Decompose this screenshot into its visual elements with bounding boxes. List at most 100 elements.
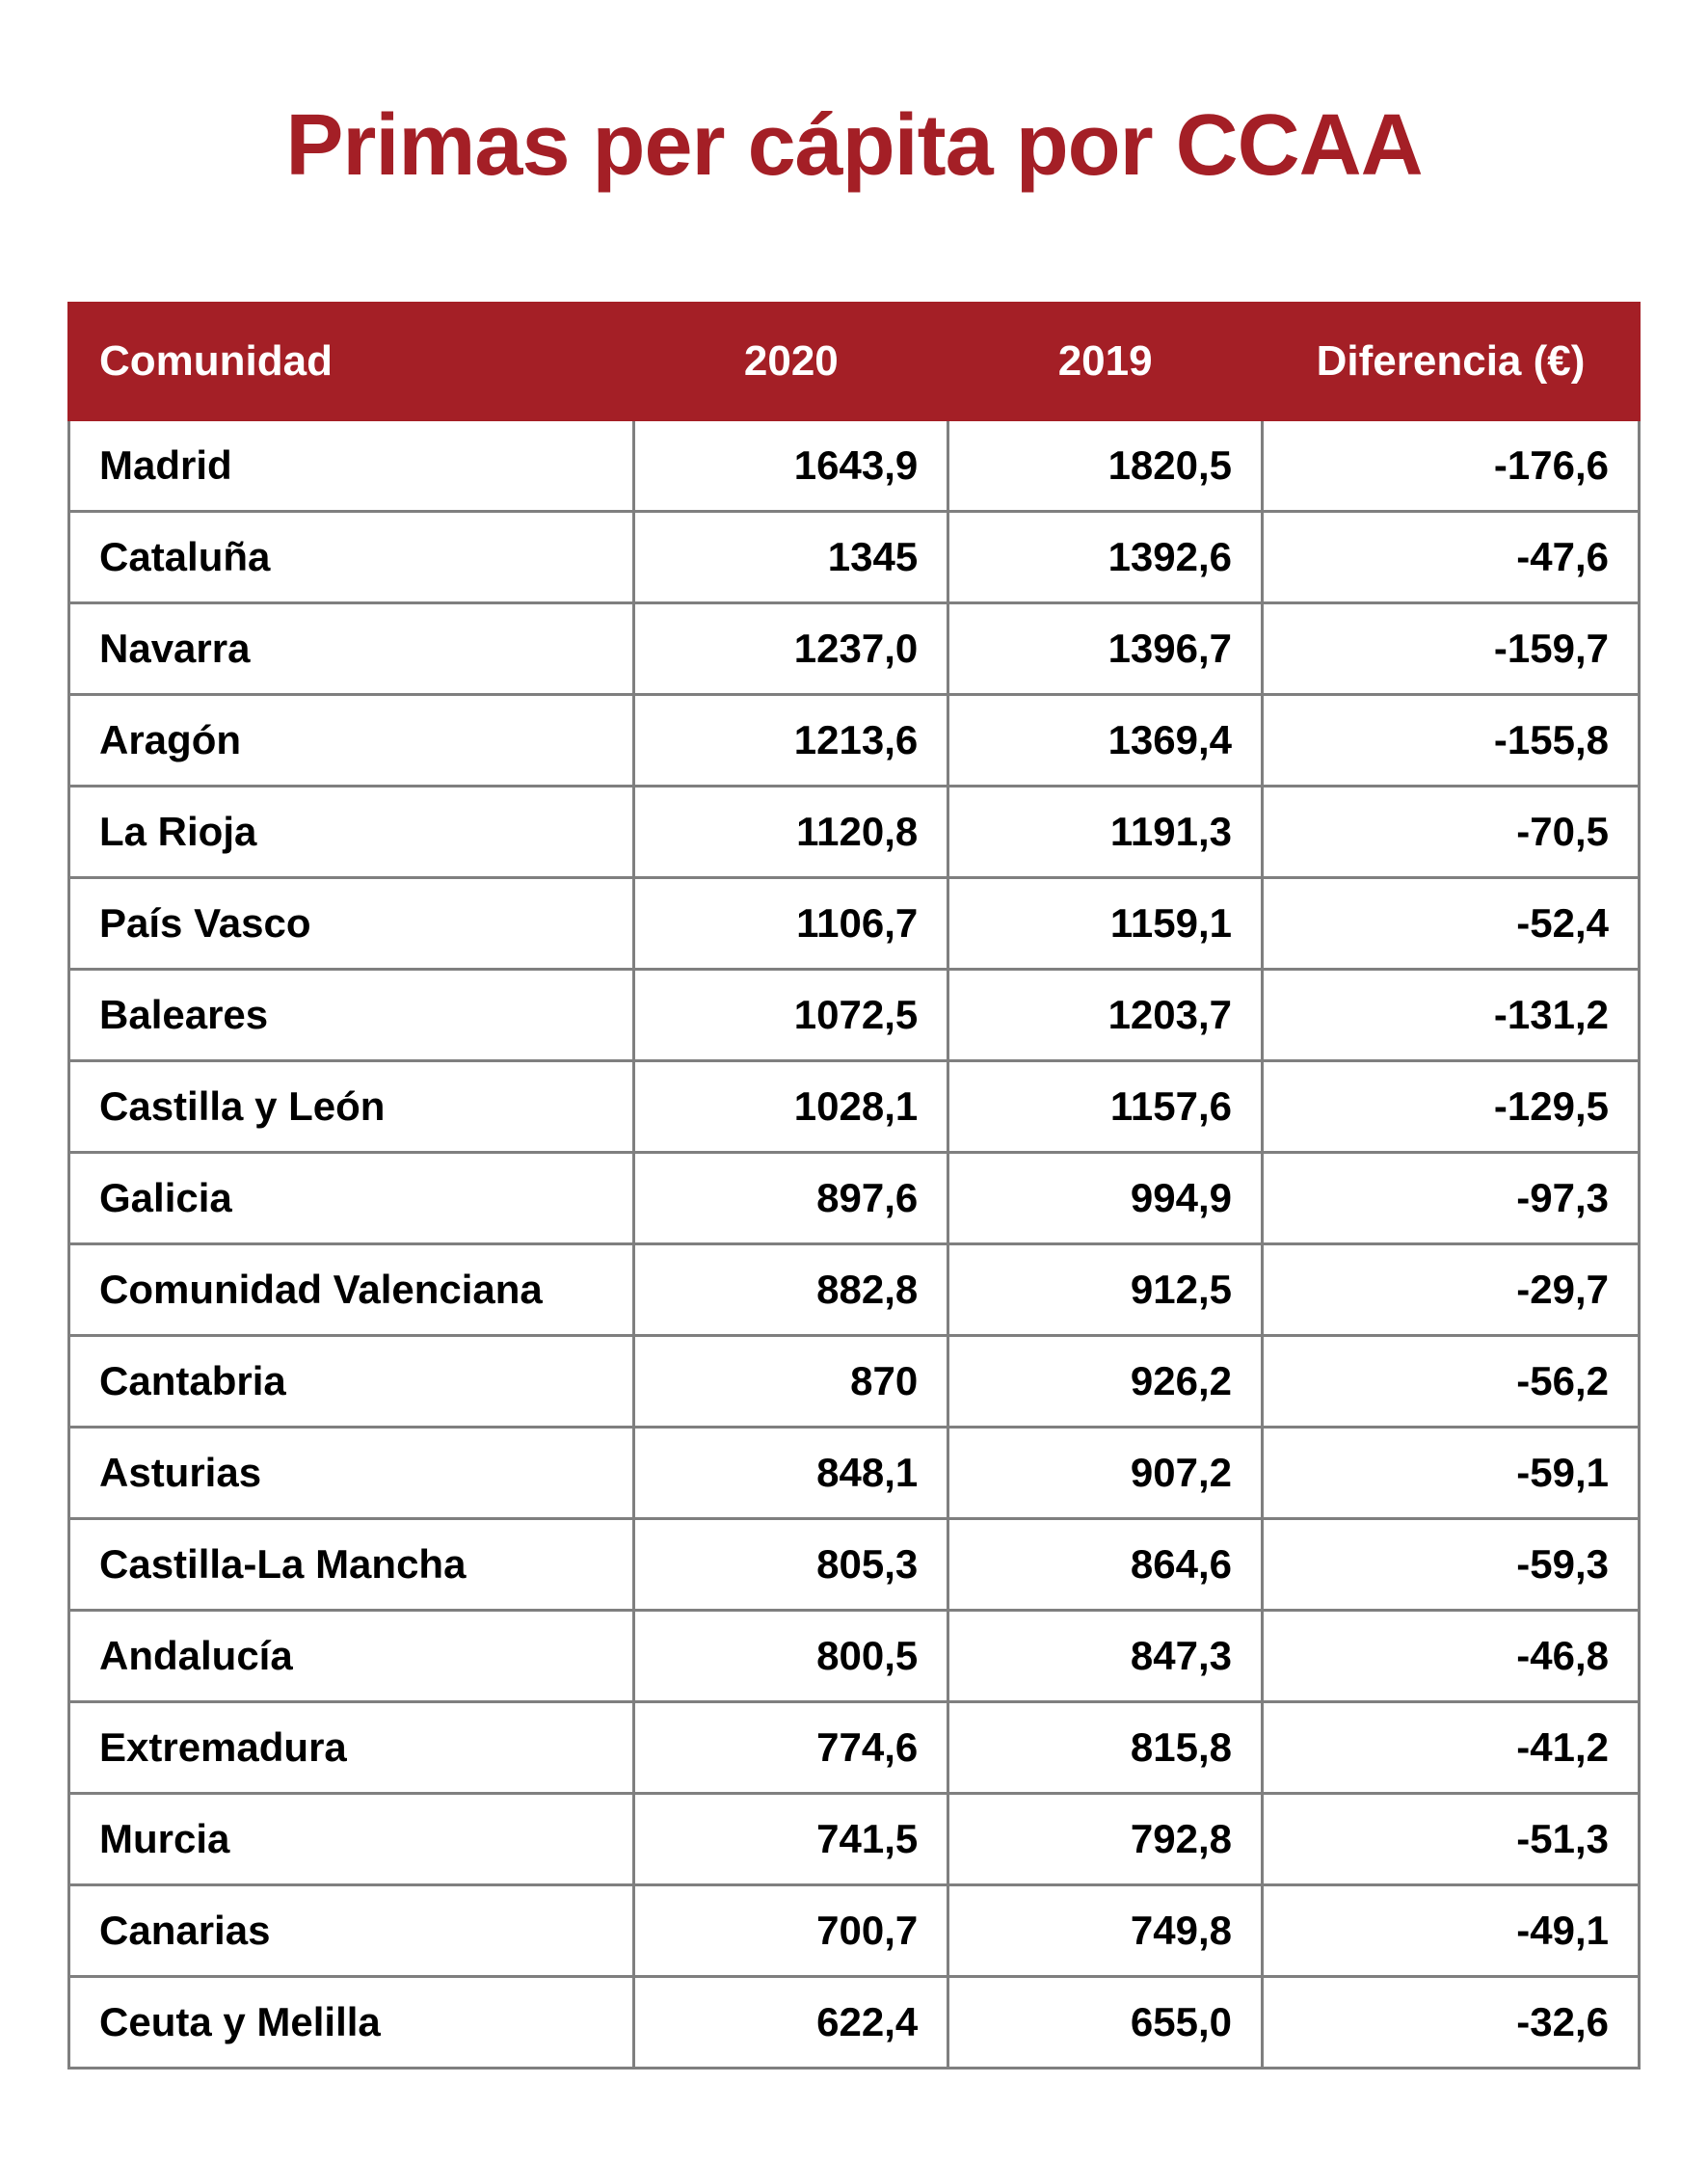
cell-2019: 749,8 xyxy=(948,1885,1263,1977)
cell-comunidad: Baleares xyxy=(69,970,634,1061)
cell-2020: 1106,7 xyxy=(634,878,948,970)
table-row: La Rioja1120,81191,3-70,5 xyxy=(69,787,1640,878)
cell-diferencia: -52,4 xyxy=(1263,878,1640,970)
cell-diferencia: -47,6 xyxy=(1263,512,1640,603)
table-header: Comunidad 2020 2019 Diferencia (€) xyxy=(69,304,1640,420)
cell-2020: 1643,9 xyxy=(634,420,948,512)
table-row: Galicia897,6994,9-97,3 xyxy=(69,1153,1640,1244)
table-row: Castilla-La Mancha805,3864,6-59,3 xyxy=(69,1519,1640,1611)
table-body: Madrid1643,91820,5-176,6Cataluña13451392… xyxy=(69,420,1640,2069)
cell-2020: 774,6 xyxy=(634,1702,948,1794)
cell-2019: 926,2 xyxy=(948,1336,1263,1428)
cell-2020: 741,5 xyxy=(634,1794,948,1885)
cell-2020: 1237,0 xyxy=(634,603,948,695)
table-row: Cantabria870926,2-56,2 xyxy=(69,1336,1640,1428)
cell-2020: 1072,5 xyxy=(634,970,948,1061)
cell-2019: 864,6 xyxy=(948,1519,1263,1611)
cell-comunidad: Cataluña xyxy=(69,512,634,603)
cell-2020: 1028,1 xyxy=(634,1061,948,1153)
cell-comunidad: Galicia xyxy=(69,1153,634,1244)
cell-comunidad: Extremadura xyxy=(69,1702,634,1794)
cell-2019: 847,3 xyxy=(948,1611,1263,1702)
cell-comunidad: Navarra xyxy=(69,603,634,695)
cell-comunidad: La Rioja xyxy=(69,787,634,878)
cell-2019: 815,8 xyxy=(948,1702,1263,1794)
page: Primas per cápita por CCAA Comunidad 202… xyxy=(0,0,1708,2137)
cell-diferencia: -59,1 xyxy=(1263,1428,1640,1519)
table-row: Baleares1072,51203,7-131,2 xyxy=(69,970,1640,1061)
cell-2020: 700,7 xyxy=(634,1885,948,1977)
cell-diferencia: -49,1 xyxy=(1263,1885,1640,1977)
cell-2019: 1392,6 xyxy=(948,512,1263,603)
cell-comunidad: Castilla y León xyxy=(69,1061,634,1153)
table-row: Andalucía800,5847,3-46,8 xyxy=(69,1611,1640,1702)
cell-comunidad: Canarias xyxy=(69,1885,634,1977)
cell-2019: 1191,3 xyxy=(948,787,1263,878)
cell-2019: 655,0 xyxy=(948,1977,1263,2069)
cell-diferencia: -97,3 xyxy=(1263,1153,1640,1244)
cell-2019: 792,8 xyxy=(948,1794,1263,1885)
cell-diferencia: -29,7 xyxy=(1263,1244,1640,1336)
col-2020: 2020 xyxy=(634,304,948,420)
cell-2019: 1369,4 xyxy=(948,695,1263,787)
cell-diferencia: -155,8 xyxy=(1263,695,1640,787)
cell-comunidad: País Vasco xyxy=(69,878,634,970)
col-2019: 2019 xyxy=(948,304,1263,420)
cell-2020: 622,4 xyxy=(634,1977,948,2069)
cell-2019: 907,2 xyxy=(948,1428,1263,1519)
cell-2020: 1345 xyxy=(634,512,948,603)
cell-2020: 805,3 xyxy=(634,1519,948,1611)
cell-comunidad: Madrid xyxy=(69,420,634,512)
cell-2019: 912,5 xyxy=(948,1244,1263,1336)
table-row: Cataluña13451392,6-47,6 xyxy=(69,512,1640,603)
primas-table: Comunidad 2020 2019 Diferencia (€) Madri… xyxy=(67,302,1641,2070)
table-row: Madrid1643,91820,5-176,6 xyxy=(69,420,1640,512)
col-comunidad: Comunidad xyxy=(69,304,634,420)
cell-comunidad: Asturias xyxy=(69,1428,634,1519)
cell-2020: 848,1 xyxy=(634,1428,948,1519)
cell-diferencia: -51,3 xyxy=(1263,1794,1640,1885)
cell-diferencia: -32,6 xyxy=(1263,1977,1640,2069)
cell-diferencia: -129,5 xyxy=(1263,1061,1640,1153)
cell-2019: 994,9 xyxy=(948,1153,1263,1244)
cell-diferencia: -46,8 xyxy=(1263,1611,1640,1702)
table-row: Navarra1237,01396,7-159,7 xyxy=(69,603,1640,695)
cell-2019: 1820,5 xyxy=(948,420,1263,512)
table-row: Castilla y León1028,11157,6-129,5 xyxy=(69,1061,1640,1153)
cell-comunidad: Castilla-La Mancha xyxy=(69,1519,634,1611)
cell-comunidad: Comunidad Valenciana xyxy=(69,1244,634,1336)
table-row: Comunidad Valenciana882,8912,5-29,7 xyxy=(69,1244,1640,1336)
cell-comunidad: Andalucía xyxy=(69,1611,634,1702)
table-row: País Vasco1106,71159,1-52,4 xyxy=(69,878,1640,970)
table-header-row: Comunidad 2020 2019 Diferencia (€) xyxy=(69,304,1640,420)
cell-2020: 1213,6 xyxy=(634,695,948,787)
cell-comunidad: Aragón xyxy=(69,695,634,787)
cell-diferencia: -131,2 xyxy=(1263,970,1640,1061)
cell-comunidad: Cantabria xyxy=(69,1336,634,1428)
cell-2019: 1159,1 xyxy=(948,878,1263,970)
cell-comunidad: Ceuta y Melilla xyxy=(69,1977,634,2069)
cell-2020: 882,8 xyxy=(634,1244,948,1336)
col-diferencia: Diferencia (€) xyxy=(1263,304,1640,420)
cell-2019: 1157,6 xyxy=(948,1061,1263,1153)
cell-2020: 870 xyxy=(634,1336,948,1428)
table-row: Extremadura774,6815,8-41,2 xyxy=(69,1702,1640,1794)
cell-diferencia: -56,2 xyxy=(1263,1336,1640,1428)
cell-diferencia: -159,7 xyxy=(1263,603,1640,695)
cell-diferencia: -41,2 xyxy=(1263,1702,1640,1794)
table-row: Canarias700,7749,8-49,1 xyxy=(69,1885,1640,1977)
page-title: Primas per cápita por CCAA xyxy=(67,96,1641,196)
cell-2019: 1396,7 xyxy=(948,603,1263,695)
table-row: Ceuta y Melilla622,4655,0-32,6 xyxy=(69,1977,1640,2069)
cell-2020: 1120,8 xyxy=(634,787,948,878)
cell-2020: 800,5 xyxy=(634,1611,948,1702)
cell-2020: 897,6 xyxy=(634,1153,948,1244)
cell-diferencia: -59,3 xyxy=(1263,1519,1640,1611)
table-row: Murcia741,5792,8-51,3 xyxy=(69,1794,1640,1885)
table-row: Aragón1213,61369,4-155,8 xyxy=(69,695,1640,787)
cell-2019: 1203,7 xyxy=(948,970,1263,1061)
table-row: Asturias848,1907,2-59,1 xyxy=(69,1428,1640,1519)
cell-comunidad: Murcia xyxy=(69,1794,634,1885)
cell-diferencia: -70,5 xyxy=(1263,787,1640,878)
cell-diferencia: -176,6 xyxy=(1263,420,1640,512)
